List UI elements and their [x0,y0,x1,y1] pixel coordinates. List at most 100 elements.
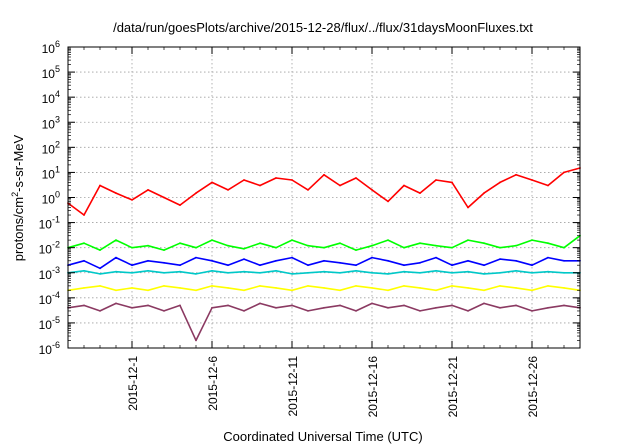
series-3-point [451,264,453,267]
series-2-point [147,244,149,247]
grid [68,47,580,348]
series-3-point [515,259,517,262]
series-6-point [467,310,469,312]
series-5-point [195,289,197,292]
series-2-point [531,239,533,242]
series-1-point [323,173,325,176]
y-tick-label: 10-1 [39,215,60,232]
series-3-point [547,256,549,259]
series-6-point [259,302,261,305]
series-2-point [323,246,325,249]
y-axis-label: protons/cm2-s-sr-MeV [10,134,26,261]
series-4-point [99,273,101,275]
series-6-point [83,304,85,307]
series-1-point [291,179,293,181]
series-line-6 [67,302,581,342]
series-5-point [275,287,277,289]
y-tick-label: 102 [42,139,60,156]
series-3-point [259,264,261,267]
series-6-point [211,306,213,309]
series-1-point [243,179,245,181]
series-6-point [99,310,101,312]
series-5-point [483,289,485,292]
series-2-point [307,244,309,247]
series-2-point [371,244,373,247]
series-6-point [131,306,133,309]
x-tick-label: 2015-12-6 [206,356,220,411]
series-1-point [387,200,389,203]
x-tick-labels: 2015-12-1 2015-12-6 2015-12-11 2015-12-16 20… [126,356,540,418]
series-2-point [131,246,133,249]
series-2-point [387,239,389,242]
series-4-point [227,271,229,274]
x-axis-label: Coordinated Universal Time (UTC) [223,429,422,444]
series-5-point [563,287,565,289]
x-tick-label: 2015-12-26 [526,356,540,418]
series-3-point [435,256,437,259]
series-4-point [531,271,533,274]
series-6-point [547,306,549,309]
series-3-point [179,264,181,267]
series-6-point [291,304,293,307]
y-tick-label: 104 [42,89,60,106]
series-4-point [339,271,341,274]
series-5-point [259,285,261,287]
y-tick-label: 101 [42,164,60,181]
series-2-point [515,244,517,247]
y-axis-label-rest: -s-sr-MeV [11,134,26,191]
series-1-point [499,181,501,184]
series-2-point [451,246,453,249]
series-4-point [291,273,293,275]
y-axis-label-main: protons/cm [11,197,26,261]
series-6-point [563,304,565,307]
series-1-point [563,171,565,174]
series-1-point [307,189,309,191]
series-1-point [531,179,533,181]
series-2-point [211,239,213,242]
series-1-point [163,196,165,199]
series-4-point [371,271,373,274]
series-4-point [435,269,437,272]
series-6-point [115,302,117,305]
y-tick-label: 10-5 [39,315,60,332]
series-3-point [291,256,293,259]
series-3-point [323,259,325,262]
y-tick-label: 10-2 [39,240,60,257]
series-2-point [467,239,469,242]
series-5-point [163,285,165,287]
series-5-point [307,285,309,287]
series-6-point [419,310,421,312]
series-line-3 [67,256,580,270]
series-1-point [483,192,485,195]
series-2-point [275,246,277,249]
series-4-point [451,271,453,274]
series-3-point [131,264,133,267]
series-3-point [307,264,309,267]
series-5-point [435,289,437,292]
series-2-point [83,242,85,245]
series-4-point [275,269,277,272]
series-3-point [467,259,469,262]
series-6-point [163,310,165,312]
series-3-point [275,259,277,262]
series-6-point [451,304,453,307]
series-1-point [339,184,341,187]
series-5-point [147,289,149,292]
series-4-point [547,270,549,273]
series-3-point [339,261,341,264]
series-6-point [435,306,437,309]
series-5-point [323,287,325,289]
series-3-point [227,264,229,267]
series-6-point [355,310,357,312]
series-2-point [339,242,341,245]
series-2-point [259,242,261,245]
series-1-point [515,173,517,176]
series-5-point [211,285,213,287]
series-2-point [355,249,357,252]
series-6-point [323,306,325,309]
series-2-point [547,242,549,245]
series-5-point [339,289,341,292]
series-1-point [131,199,133,201]
series-5-point [403,285,405,287]
series-5-point [115,289,117,292]
